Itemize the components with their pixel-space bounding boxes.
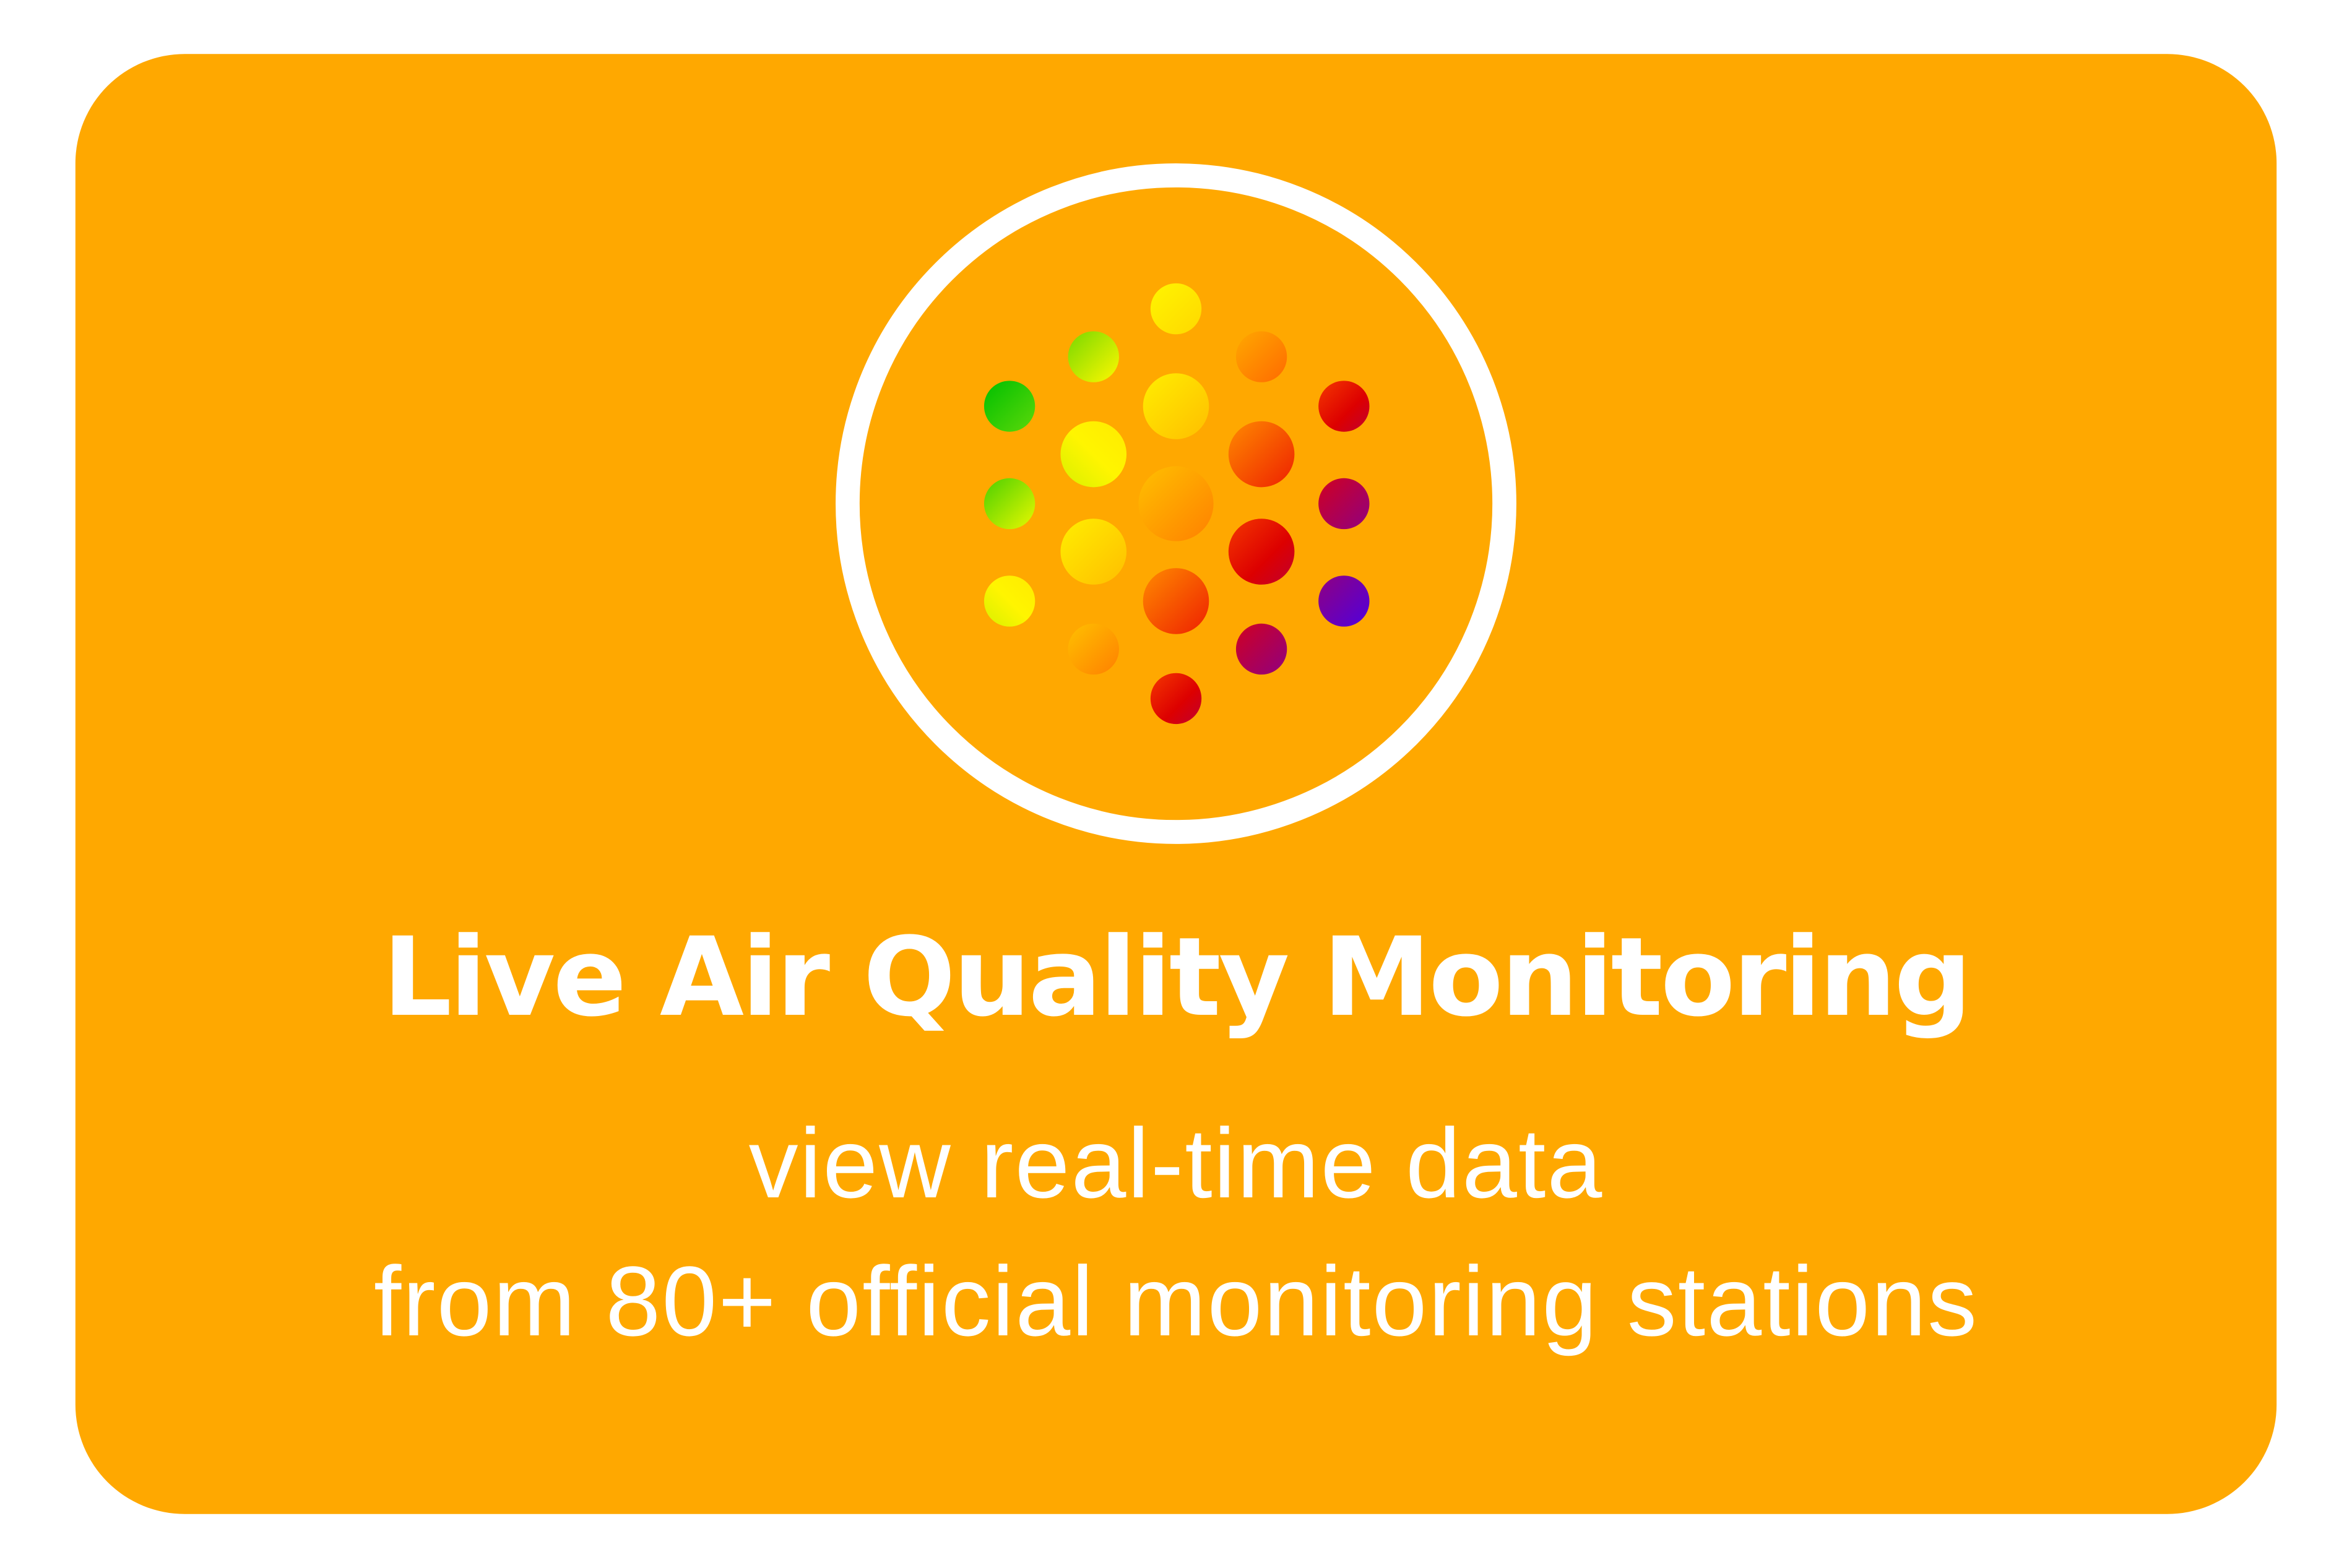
dot [1068,623,1119,675]
card-background [75,54,2277,1514]
dot [1143,373,1209,439]
dot [1228,519,1295,585]
dot [984,478,1035,530]
dot [1138,466,1214,541]
card-title: Live Air Quality Monitoring [382,914,1972,1041]
dot [1150,673,1202,725]
dot [984,381,1035,432]
dot [1060,421,1127,488]
dot [1068,331,1119,382]
dot [984,575,1035,627]
dot [1228,421,1295,488]
card-subtitle-line1: view real-time data [748,1108,1604,1218]
dot [1235,623,1287,675]
dot [1318,478,1370,530]
dot [1318,575,1370,627]
air-quality-dots-icon [836,163,1516,844]
icon-ring [836,163,1516,844]
dot [1143,568,1209,634]
dot [1150,283,1202,335]
dot [1235,331,1287,382]
dot [1060,519,1127,585]
dot [1318,381,1370,432]
card-subtitle-line2: from 80+ official monitoring stations [373,1246,1979,1356]
